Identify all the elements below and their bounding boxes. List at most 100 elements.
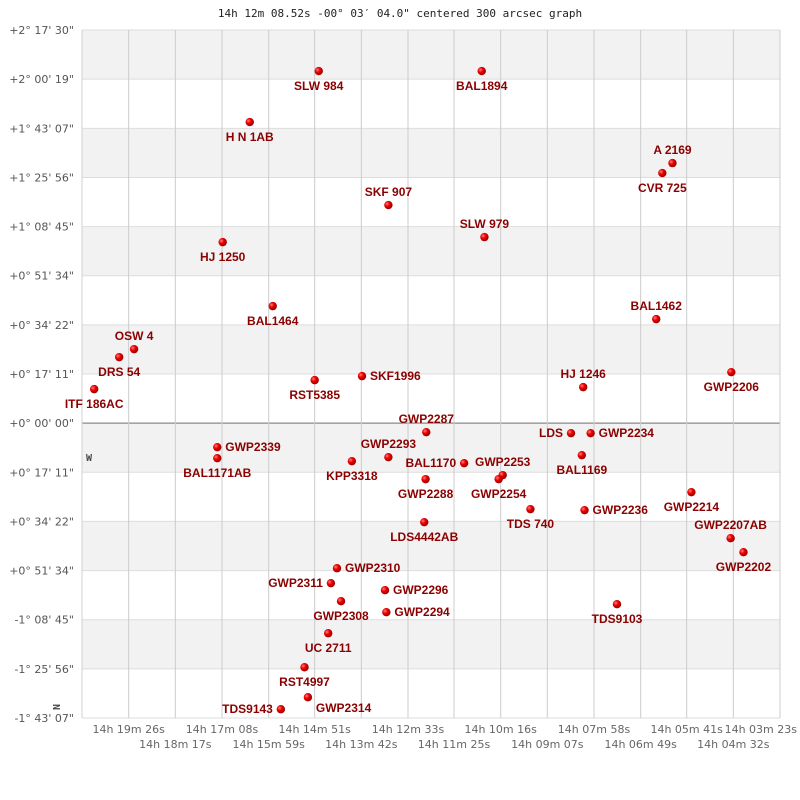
star-points (89, 66, 748, 714)
y-tick-label: +0° 17' 11" (9, 368, 74, 381)
star-point[interactable] (480, 232, 489, 242)
star-point[interactable] (578, 382, 588, 392)
star-point[interactable] (382, 608, 391, 617)
star-label: A 2169 (653, 143, 692, 157)
star-point[interactable] (268, 301, 277, 311)
star-point[interactable] (580, 505, 589, 515)
star-label: LDS4442AB (390, 530, 458, 544)
band (82, 324, 780, 375)
y-tick-label: +1° 08' 45" (9, 221, 74, 234)
star-label: SKF1996 (370, 369, 421, 383)
star-point[interactable] (300, 663, 309, 672)
x-tick-label: 14h 07m 58s (558, 723, 631, 736)
star-label: TDS9143 (222, 702, 273, 716)
y-tick-label: -1° 43' 07" (14, 712, 74, 725)
band (82, 374, 780, 424)
star-point[interactable] (332, 564, 342, 573)
star-point[interactable] (218, 237, 227, 247)
star-point[interactable] (459, 458, 469, 468)
star-point[interactable] (652, 314, 661, 324)
star-label: OSW 4 (115, 329, 154, 343)
x-tick-label: 14h 05m 41s (650, 723, 723, 736)
band (82, 521, 780, 571)
y-tick-label: +0° 00' 00" (9, 417, 74, 430)
star-label: GWP2293 (361, 437, 417, 451)
star-point[interactable] (347, 456, 357, 466)
star-label: GWP2310 (345, 561, 401, 575)
star-point[interactable] (384, 200, 393, 210)
star-label: SLW 984 (294, 79, 344, 93)
star-label: BAL1894 (456, 79, 508, 93)
star-point[interactable] (422, 427, 431, 437)
y-tick-label: +1° 25' 56" (9, 171, 74, 184)
band (82, 668, 780, 718)
star-label: GWP2308 (313, 609, 369, 623)
y-axis-ticks: +2° 17' 30" +2° 00' 19" +1° 43' 07" +1° 25'… (9, 24, 74, 725)
star-point[interactable] (577, 450, 587, 460)
star-label: CVR 725 (638, 181, 687, 195)
star-label: TDS9103 (592, 612, 643, 626)
star-point[interactable] (494, 474, 503, 484)
star-label: GWP2296 (393, 583, 449, 597)
star-point[interactable] (420, 517, 429, 527)
star-label: GWP2202 (716, 560, 772, 574)
grid-lines (81, 29, 781, 719)
star-point[interactable] (380, 585, 390, 595)
band (82, 177, 780, 227)
x-tick-label: 14h 11m 25s (418, 738, 491, 751)
star-point[interactable] (357, 371, 367, 381)
star-point[interactable] (384, 452, 393, 462)
star-label: BAL1464 (247, 314, 299, 328)
star-point[interactable] (326, 578, 336, 588)
star-point[interactable] (739, 548, 748, 557)
star-point[interactable] (129, 344, 139, 354)
star-point[interactable] (526, 504, 535, 514)
x-tick-label: 14h 03m 23s (725, 723, 798, 736)
y-tick-label: +2° 17' 30" (9, 24, 74, 37)
y-tick-label: +0° 17' 11" (9, 466, 74, 479)
star-point[interactable] (586, 428, 595, 438)
y-tick-label: +0° 34' 22" (9, 515, 74, 528)
y-tick-label: +0° 34' 22" (9, 319, 74, 332)
chart-title: 14h 12m 08.52s -00° 03′ 04.0" centered 3… (218, 7, 582, 20)
star-label: SKF 907 (365, 185, 413, 199)
star-point[interactable] (114, 352, 124, 362)
star-point[interactable] (314, 66, 323, 76)
star-label: GWP2288 (398, 487, 454, 501)
x-tick-label: 14h 14m 51s (278, 723, 351, 736)
star-point[interactable] (726, 533, 735, 543)
star-point[interactable] (310, 375, 319, 385)
star-label: BAL1169 (556, 463, 607, 477)
star-point[interactable] (687, 487, 696, 497)
star-point[interactable] (658, 168, 667, 178)
star-label: BAL1462 (631, 299, 683, 313)
star-point[interactable] (477, 66, 486, 76)
star-point[interactable] (612, 599, 622, 609)
star-point[interactable] (421, 474, 430, 484)
y-tick-label: +2° 00' 19" (9, 73, 74, 86)
band (82, 619, 780, 669)
star-label: BAL1170 (405, 456, 456, 470)
star-label: GWP2287 (399, 412, 455, 426)
star-point[interactable] (336, 596, 346, 606)
star-point[interactable] (303, 693, 313, 702)
star-label: GWP2314 (316, 701, 372, 715)
star-point[interactable] (213, 453, 222, 463)
x-tick-label: 14h 18m 17s (139, 738, 212, 751)
star-point[interactable] (276, 705, 286, 714)
star-point[interactable] (89, 384, 99, 394)
y-tick-label: +0° 51' 34" (9, 270, 74, 283)
star-point[interactable] (245, 117, 254, 127)
star-point[interactable] (566, 428, 576, 438)
star-point[interactable] (213, 442, 222, 452)
star-point[interactable] (727, 367, 736, 377)
star-label: DRS 54 (98, 365, 140, 379)
star-label: GWP2206 (704, 380, 760, 394)
star-label: GWP2294 (394, 605, 450, 619)
star-label: LDS (539, 426, 563, 440)
y-tick-label: +1° 43' 07" (9, 122, 74, 135)
star-label: RST5385 (289, 388, 340, 402)
star-point[interactable] (323, 629, 333, 638)
star-point[interactable] (668, 158, 677, 168)
